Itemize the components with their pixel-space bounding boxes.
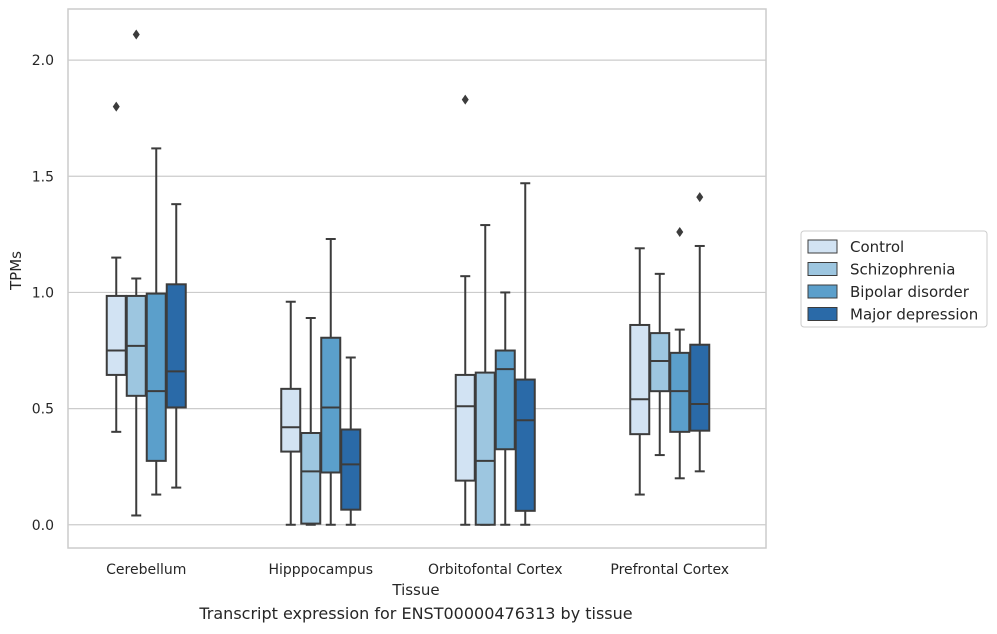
- box-body: [340, 428, 362, 511]
- box-0-0: [105, 101, 127, 433]
- y-tick-label: 2.0: [32, 53, 54, 69]
- outlier-marker: [132, 29, 140, 40]
- y-tick-label: 0.5: [32, 402, 54, 418]
- legend-swatch: [807, 284, 838, 299]
- x-tick-label: Hipppocampus: [268, 562, 373, 578]
- box-2-1: [474, 224, 496, 526]
- box-body: [165, 283, 187, 409]
- box-body: [514, 378, 536, 512]
- x-axis-label: Tissue: [391, 581, 439, 599]
- box-1-1: [300, 316, 322, 526]
- box-body: [494, 349, 516, 451]
- box-1-0: [280, 300, 302, 526]
- y-tick-label: 0.0: [32, 518, 54, 534]
- box-body: [145, 292, 167, 462]
- outlier-marker: [676, 227, 684, 238]
- box-2-3: [514, 182, 536, 526]
- outlier-marker: [696, 192, 704, 203]
- box-body: [649, 332, 671, 393]
- box-1-2: [320, 238, 342, 526]
- y-tick-labels: 0.0 0.5 1.0 1.5 2.0: [32, 53, 54, 534]
- legend-swatch: [807, 239, 838, 254]
- legend: Control Schizophrenia Bipolar disorder Majo…: [800, 230, 988, 328]
- x-tick-label: Prefrontal Cortex: [610, 562, 729, 578]
- legend-swatch: [807, 307, 838, 321]
- legend-label: Major depression: [850, 306, 978, 324]
- boxes: [105, 29, 711, 526]
- x-tick-label: Orbitofontal Cortex: [428, 562, 563, 578]
- box-0-3: [165, 203, 187, 489]
- y-tick-label: 1.5: [32, 169, 54, 185]
- box-body: [689, 343, 711, 432]
- box-3-3: [689, 192, 711, 473]
- box-2-0: [454, 94, 476, 526]
- y-axis-label: TPMs: [7, 251, 25, 291]
- y-tick-label: 1.0: [32, 285, 54, 301]
- outlier-marker: [112, 101, 120, 112]
- box-body: [280, 387, 302, 453]
- x-tick-label: Cerebellum: [106, 562, 186, 578]
- box-body: [669, 351, 691, 433]
- legend-swatch: [807, 262, 838, 276]
- box-0-2: [145, 147, 167, 496]
- box-3-2: [669, 227, 691, 480]
- figure-caption: Transcript expression for ENST0000047631…: [199, 604, 633, 623]
- box-body: [320, 336, 342, 474]
- x-tick-labels: Cerebellum Hipppocampus Orbitofontal Corte…: [106, 562, 729, 578]
- legend-label: Control: [850, 238, 904, 256]
- box-2-2: [494, 291, 516, 526]
- legend-label: Schizophrenia: [850, 261, 955, 279]
- box-body: [454, 373, 476, 482]
- outlier-marker: [461, 94, 469, 105]
- box-body: [105, 294, 127, 376]
- box-body: [629, 323, 651, 436]
- box-0-1: [125, 29, 147, 517]
- box-body: [300, 431, 322, 525]
- legend-frame: [800, 230, 988, 328]
- box-3-0: [629, 247, 651, 496]
- plot-frame: [67, 8, 767, 549]
- box-3-1: [649, 272, 671, 457]
- legend-label: Bipolar disorder: [850, 283, 970, 301]
- box-body: [474, 371, 496, 526]
- box-1-3: [340, 356, 362, 526]
